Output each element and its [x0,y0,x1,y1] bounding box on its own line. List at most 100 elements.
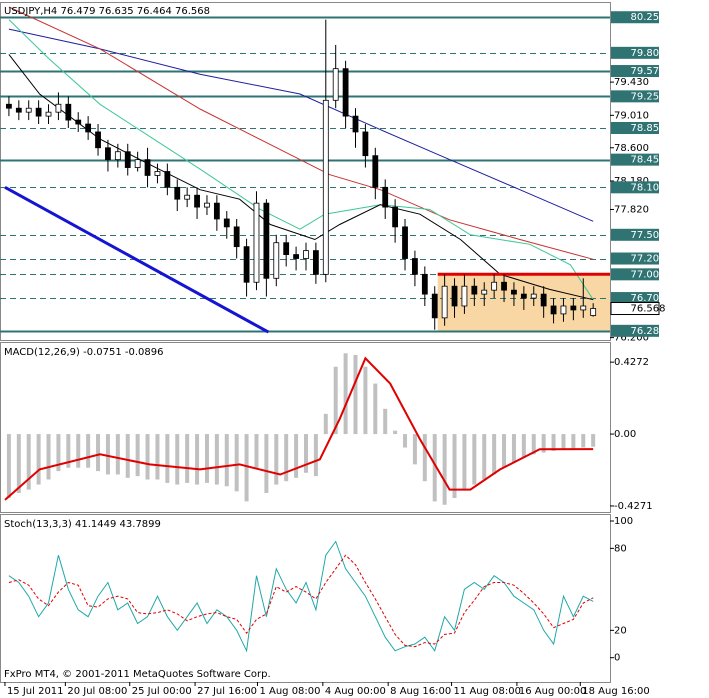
macd-bar [6,434,11,499]
macd-bar [333,366,338,435]
candle-body [154,171,161,176]
level-label-box [611,268,659,281]
candle-body [105,147,111,161]
x-tick-label: 16 Aug 00:00 [519,686,586,697]
level-label: 78.100 [631,182,666,193]
pane-title: Stoch(13,3,3) 41.1449 43.7899 [4,519,161,530]
candle-body [550,305,557,315]
candle-body [491,281,498,291]
macd-bar [135,434,140,477]
candle-body [25,107,32,113]
candle-body [15,107,22,113]
candle-body [421,273,428,295]
candle-body [382,186,389,208]
macd-bar [175,434,180,485]
candle-body [441,285,448,319]
macd-bar [422,434,427,482]
pane-title: USDJPY,H4 76.479 76.635 76.464 76.568 [4,6,210,17]
macd-bar [214,434,219,485]
candle-body [184,194,191,200]
x-tick-label: 18 Aug 16:00 [582,686,649,697]
macd-bar [16,434,21,493]
pane-title: MACD(12,26,9) -0.0751 -0.0896 [4,347,164,358]
candle-body [6,103,12,109]
macd-bar [155,434,160,480]
y-tick-label: 77.820 [614,204,649,215]
candle-body [204,202,210,208]
candle-body [35,107,42,117]
candle-body [75,119,82,125]
candle-body [114,151,121,161]
candle-body [392,206,399,228]
candle-body [164,171,171,188]
stoch-line [8,554,594,648]
macd-bar [165,434,170,483]
level-label: 77.000 [631,269,666,280]
y-tick-label: 78.600 [614,143,649,154]
candle-body [362,131,369,157]
macd-bar [403,434,408,448]
macd-bar [76,434,81,468]
current-price-box [610,302,660,316]
macd-bar [472,434,477,485]
candle-body [590,308,597,316]
y-tick-label: 0.00 [614,429,636,440]
level-label: 79.570 [631,66,666,77]
macd-bar [26,434,31,490]
candle-body [530,293,537,299]
candle-body [124,151,131,168]
y-tick-label: 20 [614,625,627,636]
y-tick-label: 79.010 [614,110,649,121]
level-label: 78.850 [631,123,666,134]
level-label-box [611,90,659,103]
overlay-line [4,185,270,334]
macd-bar [125,434,130,478]
level-label-box [611,46,659,59]
level-label: 80.250 [631,12,666,23]
candle-body [303,250,309,259]
x-tick-label: 11 Aug 08:00 [454,686,521,697]
level-label-box [611,181,659,194]
candle-body [134,159,141,168]
main-pane-frame [0,2,611,341]
x-tick-label: 20 Jul 08:00 [67,686,127,697]
candle-body [55,103,62,113]
candle-body [65,103,72,121]
candle-body [223,218,230,228]
x-tick-label: 4 Aug 00:00 [325,686,386,697]
macd-bar [224,434,229,487]
macd-bar [86,434,91,468]
candle-body [520,293,527,299]
candle-body [45,111,52,117]
candle-body [402,226,408,259]
current-price-label: 76.568 [631,304,666,315]
candle-body [570,305,577,311]
candle-body [560,305,567,315]
macd-bar [412,434,417,465]
y-tick-label: 0 [614,653,620,664]
macd-bar [294,434,299,478]
macd-bar [145,434,150,480]
macd-bar [195,434,200,485]
level-label-box [611,324,659,337]
macd-bar [353,354,358,435]
level-label: 77.200 [631,254,666,265]
candle-body [144,159,151,176]
macd-bar [571,434,576,450]
candle-body [580,305,587,311]
plot-layer: 79.43079.01078.60078.18077.82076.20080.2… [0,6,666,697]
macd-bar [442,434,447,505]
level-label: 76.286 [631,326,666,337]
macd-bar [46,434,51,480]
level-label-box [611,65,659,78]
macd-bar [105,434,110,475]
macd-bar [264,434,269,493]
macd-bar [482,434,487,480]
candle-body [471,285,478,295]
candle-body [283,242,290,255]
macd-bar [343,353,348,435]
candle-body [322,99,329,275]
candle-body [412,258,418,275]
level-label: 78.450 [631,155,666,166]
y-tick-label: 80 [614,543,627,554]
